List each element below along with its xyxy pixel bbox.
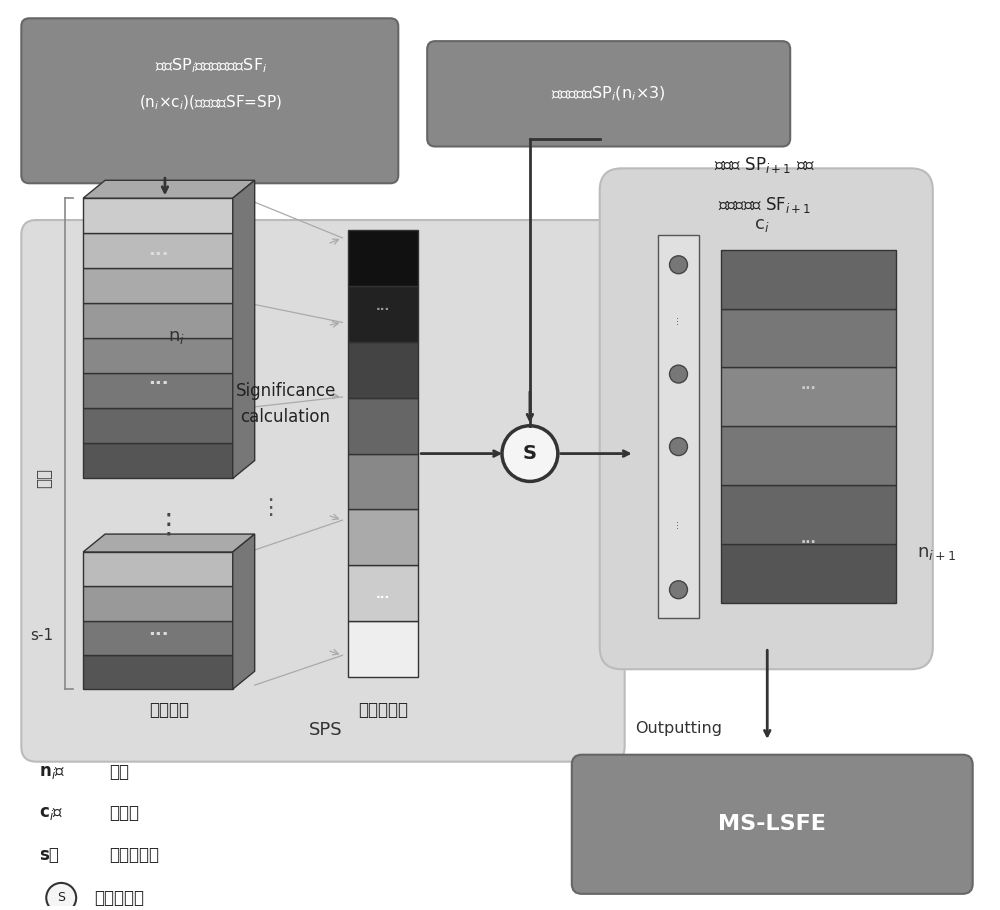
Bar — [83, 409, 233, 443]
Text: Outputting: Outputting — [635, 722, 722, 736]
Bar — [83, 621, 233, 655]
Polygon shape — [83, 534, 255, 552]
FancyBboxPatch shape — [427, 41, 790, 147]
Polygon shape — [83, 180, 255, 198]
FancyBboxPatch shape — [21, 18, 398, 183]
Polygon shape — [233, 180, 255, 479]
Text: c$_i$：: c$_i$： — [39, 804, 64, 823]
Bar — [721, 544, 896, 602]
Text: ···: ··· — [801, 382, 817, 396]
Bar — [83, 443, 233, 479]
Polygon shape — [233, 534, 255, 689]
Text: SPS: SPS — [309, 721, 342, 739]
Text: ···: ··· — [148, 375, 168, 393]
FancyBboxPatch shape — [600, 168, 933, 669]
Text: 特征向量: 特征向量 — [149, 701, 189, 719]
Bar — [83, 268, 233, 303]
Text: 特征数: 特征数 — [109, 804, 139, 823]
Circle shape — [670, 438, 687, 456]
Bar — [83, 373, 233, 409]
Text: ⋮: ⋮ — [260, 499, 282, 518]
Bar — [348, 342, 418, 398]
Circle shape — [502, 426, 558, 481]
Text: 显著度向量: 显著度向量 — [358, 701, 408, 719]
Bar — [348, 565, 418, 622]
Bar — [658, 235, 699, 618]
Bar — [348, 622, 418, 677]
Bar — [83, 303, 233, 339]
Text: ：采样操作: ：采样操作 — [94, 889, 144, 907]
Bar — [721, 485, 896, 544]
Bar — [348, 453, 418, 510]
Bar — [721, 308, 896, 368]
Bar — [83, 552, 233, 586]
Text: c$_i$: c$_i$ — [754, 216, 769, 234]
Bar — [83, 233, 233, 268]
Text: 输入SP$_i$的对应的特征SF$_i$: 输入SP$_i$的对应的特征SF$_i$ — [155, 56, 267, 76]
Bar — [348, 286, 418, 342]
Text: S: S — [57, 891, 65, 905]
Text: ···: ··· — [376, 303, 390, 316]
Bar — [721, 250, 896, 308]
Text: 输入显著点SP$_i$(n$_i$×3): 输入显著点SP$_i$(n$_i$×3) — [551, 85, 666, 103]
Text: 显著点 SP$_{i+1}$ 及其: 显著点 SP$_{i+1}$ 及其 — [714, 156, 815, 176]
Text: ···: ··· — [376, 592, 390, 604]
Text: Significance
calculation: Significance calculation — [235, 381, 336, 426]
Text: 复制: 复制 — [35, 469, 53, 489]
Text: n$_{i+1}$: n$_{i+1}$ — [917, 544, 956, 562]
Text: s：: s： — [39, 846, 59, 864]
Text: ···: ··· — [148, 626, 168, 644]
Text: ···: ··· — [801, 536, 817, 550]
Text: ⋮: ⋮ — [155, 511, 183, 538]
Bar — [83, 655, 233, 689]
Text: S: S — [523, 444, 537, 463]
Bar — [83, 339, 233, 373]
Circle shape — [670, 365, 687, 383]
Text: n$_i$: n$_i$ — [168, 329, 185, 347]
FancyBboxPatch shape — [21, 220, 625, 762]
Circle shape — [46, 883, 76, 910]
Circle shape — [670, 581, 687, 599]
Bar — [83, 198, 233, 233]
Bar — [348, 510, 418, 565]
Text: MS-LSFE: MS-LSFE — [718, 814, 826, 834]
Text: s-1: s-1 — [30, 628, 53, 643]
Bar — [721, 426, 896, 485]
FancyBboxPatch shape — [572, 754, 973, 894]
Bar — [83, 586, 233, 621]
Bar — [721, 368, 896, 426]
Text: 对应的特征 SF$_{i+1}$: 对应的特征 SF$_{i+1}$ — [718, 195, 811, 215]
Text: ···: ··· — [674, 315, 684, 324]
Bar — [348, 398, 418, 453]
Bar — [348, 230, 418, 286]
Text: 卷积核大小: 卷积核大小 — [109, 846, 159, 864]
Text: ···: ··· — [148, 246, 168, 264]
Text: (n$_i$×c$_i$)(第一层中SF=SP): (n$_i$×c$_i$)(第一层中SF=SP) — [139, 94, 282, 112]
Text: n$_i$：: n$_i$： — [39, 763, 66, 781]
Circle shape — [670, 256, 687, 274]
Text: 点数: 点数 — [109, 763, 129, 781]
Text: ···: ··· — [674, 519, 684, 528]
